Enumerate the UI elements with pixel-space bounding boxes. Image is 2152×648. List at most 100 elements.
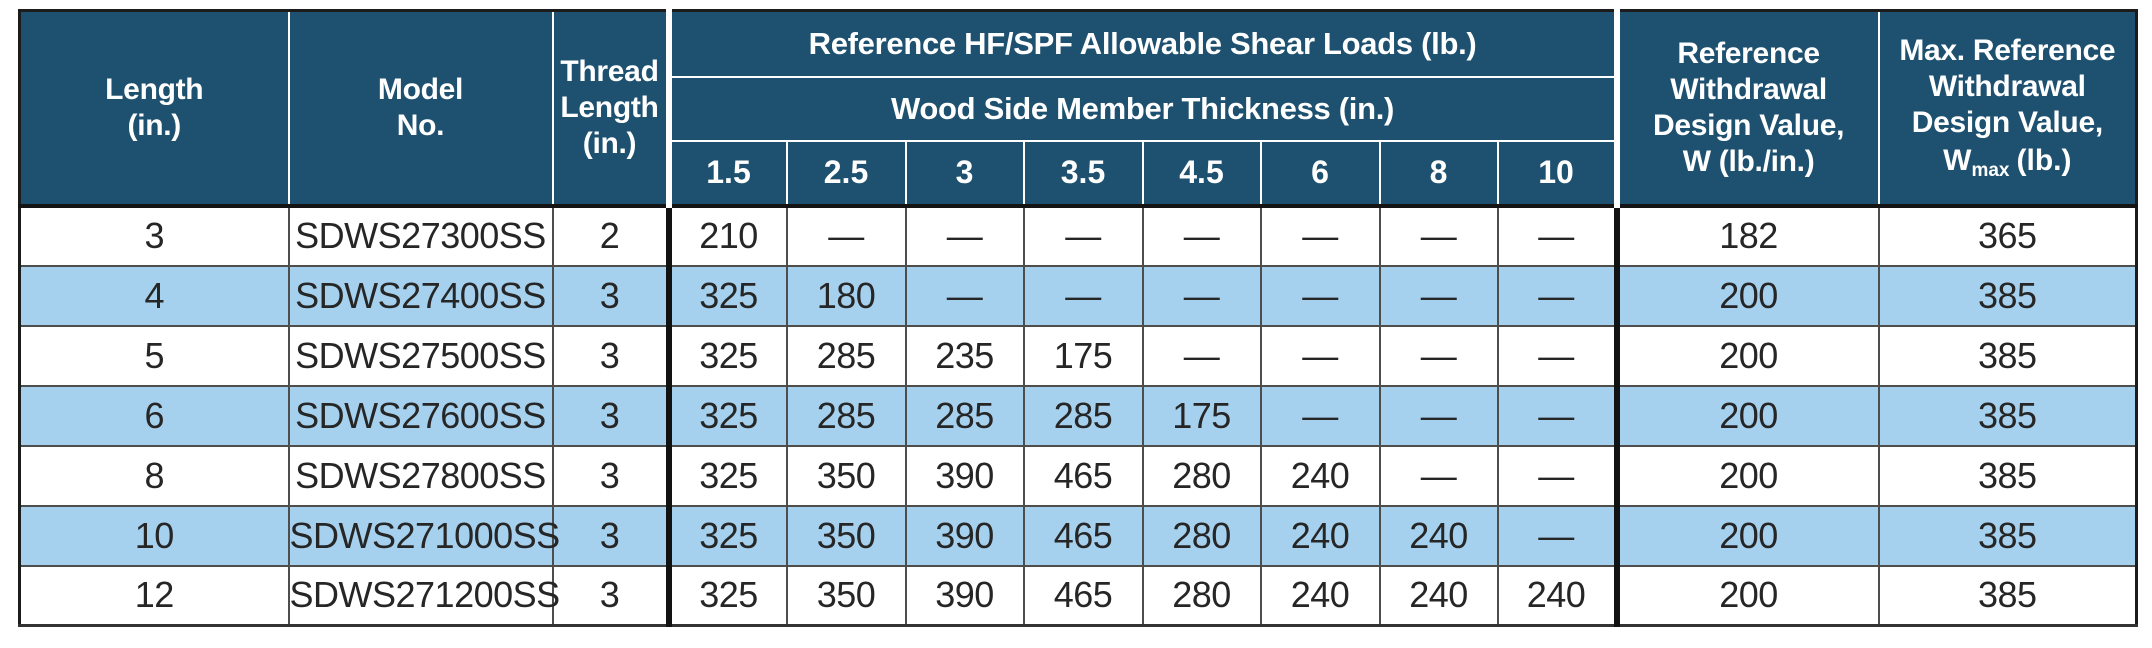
shear-load-cell: —	[1378, 324, 1499, 387]
header-ref-withdrawal: Reference Withdrawal Design Value, W (lb…	[1613, 9, 1880, 207]
shear-load-cell: 285	[785, 384, 907, 447]
shear-load-cell: 325	[665, 384, 788, 447]
withdrawal-value-cell: 200	[1613, 564, 1880, 627]
thread-length-cell: 3	[551, 564, 670, 627]
shear-load-cell: 180	[785, 264, 907, 327]
shear-load-cell: 390	[904, 504, 1025, 567]
shear-load-cell: —	[1496, 264, 1618, 327]
withdrawal-value-cell: 200	[1613, 264, 1880, 327]
header-thickness-value: 3	[904, 139, 1025, 207]
header-thickness-value: 1.5	[665, 139, 788, 207]
shear-load-cell: —	[785, 203, 907, 267]
shear-load-cell: —	[1141, 264, 1262, 327]
max-withdrawal-value-cell: 385	[1877, 504, 2138, 567]
shear-load-cell: 210	[665, 203, 788, 267]
shear-load-cell: 175	[1141, 384, 1262, 447]
shear-load-cell: 465	[1022, 444, 1144, 507]
length-cell: 6	[18, 384, 290, 447]
thread-length-cell: 3	[551, 264, 670, 327]
shear-load-cell: —	[1496, 324, 1618, 387]
shear-load-cell: —	[1022, 203, 1144, 267]
shear-load-cell: 235	[904, 324, 1025, 387]
shear-load-cell: 350	[785, 444, 907, 507]
model-no-cell: SDWS271200SS	[287, 564, 560, 627]
shear-load-cell: —	[1022, 264, 1144, 327]
shear-load-cell: 240	[1259, 504, 1381, 567]
withdrawal-value-cell: 200	[1613, 384, 1880, 447]
shear-load-cell: —	[1259, 203, 1381, 267]
shear-load-cell: —	[1496, 504, 1618, 567]
table-header: Length (in.) Model No. Thread Length (in…	[18, 9, 2138, 207]
model-no-cell: SDWS27600SS	[287, 384, 554, 447]
shear-load-cell: 350	[785, 504, 907, 567]
max-withdrawal-value-cell: 385	[1877, 444, 2138, 507]
withdrawal-value-cell: 200	[1613, 324, 1880, 387]
length-cell: 3	[18, 203, 290, 267]
thread-length-cell: 3	[551, 384, 670, 447]
shear-load-cell: 280	[1141, 444, 1262, 507]
shear-load-cell: —	[1259, 384, 1381, 447]
shear-load-cell: —	[1259, 264, 1381, 327]
withdrawal-value-cell: 182	[1613, 203, 1880, 267]
header-thread-length: Thread Length (in.)	[551, 9, 670, 207]
shear-load-cell: 325	[665, 264, 788, 327]
table-row: 8 SDWS27800SS 3 325 350 390 465 280 240— —200 385	[18, 444, 2138, 507]
shear-load-cell: 390	[904, 564, 1025, 627]
max-withdrawal-value-cell: 385	[1877, 324, 2138, 387]
model-no-cell: SDWS27300SS	[287, 203, 554, 267]
thread-length-cell: 3	[551, 504, 670, 567]
wmax-symbol: W	[1943, 143, 1972, 177]
max-withdrawal-value-cell: 385	[1877, 264, 2138, 327]
shear-load-cell: 175	[1022, 324, 1144, 387]
table-row: 3 SDWS27300SS 2 210— — — — — — —182 365	[18, 203, 2138, 267]
shear-load-cell: —	[1496, 384, 1618, 447]
header-thickness-value: 6	[1259, 139, 1381, 207]
table-row: 6 SDWS27600SS 3 325 285 285 285 175— — —200 385	[18, 384, 2138, 447]
model-no-cell: SDWS27500SS	[287, 324, 554, 387]
withdrawal-value-cell: 200	[1613, 444, 1880, 507]
shear-load-cell: 240	[1259, 444, 1381, 507]
shear-load-cell: —	[1378, 384, 1499, 447]
header-shear-loads-group: Reference HF/SPF Allowable Shear Loads (…	[665, 9, 1618, 78]
max-withdrawal-value-cell: 385	[1877, 564, 2138, 627]
shear-load-cell: 240	[1496, 564, 1618, 627]
length-cell: 8	[18, 444, 290, 507]
header-thread-label: Thread Length (in.)	[560, 54, 659, 160]
shear-load-cell: —	[1496, 444, 1618, 507]
header-thickness-value: 4.5	[1141, 139, 1262, 207]
table-row: 12 SDWS271200SS 3 325 350 390 465 280 240 240 240 2…	[18, 564, 2138, 627]
shear-load-cell: 240	[1378, 504, 1499, 567]
header-max-ref-withdrawal: Max. Reference Withdrawal Design Value, …	[1877, 9, 2138, 207]
shear-load-cell: 280	[1141, 564, 1262, 627]
shear-load-cell: 465	[1022, 564, 1144, 627]
shear-load-cell: 325	[665, 564, 788, 627]
thread-length-cell: 3	[551, 324, 670, 387]
header-thickness-value: 10	[1496, 139, 1618, 207]
shear-load-cell: 240	[1378, 564, 1499, 627]
shear-withdrawal-load-table: Length (in.) Model No. Thread Length (in…	[18, 9, 2139, 627]
shear-load-cell: 465	[1022, 504, 1144, 567]
length-cell: 4	[18, 264, 290, 327]
table-row: 4 SDWS27400SS 3 325 180— — — — — —200 385	[18, 264, 2138, 327]
shear-load-cell: —	[1141, 203, 1262, 267]
shear-load-cell: 285	[904, 384, 1025, 447]
header-model-no: Model No.	[287, 9, 554, 207]
length-cell: 10	[18, 504, 290, 567]
wmax-subscript: max	[1971, 159, 2010, 181]
shear-load-cell: —	[1141, 324, 1262, 387]
wmax-unit: (lb.)	[2016, 143, 2072, 177]
shear-load-cell: 240	[1259, 564, 1381, 627]
model-no-cell: SDWS27400SS	[287, 264, 554, 327]
header-ref-withdrawal-label: Reference Withdrawal Design Value, W (lb…	[1652, 36, 1845, 178]
header-wmax-line: Wmax (lb.)	[1880, 143, 2136, 183]
withdrawal-value-cell: 200	[1613, 504, 1880, 567]
header-model-label: Model No.	[377, 72, 464, 142]
shear-load-cell: 390	[904, 444, 1025, 507]
table-row: 10 SDWS271000SS 3 325 350 390 465 280 240 240—200…	[18, 504, 2138, 567]
shear-load-cell: 285	[1022, 384, 1144, 447]
header-thickness-value: 8	[1378, 139, 1499, 207]
shear-load-cell: 325	[665, 504, 788, 567]
header-thickness-values-row: 1.5 2.5 3 3.5 4.5 6 8 10	[20, 139, 2137, 207]
header-length-label: Length (in.)	[105, 72, 204, 142]
shear-load-cell: —	[1496, 203, 1618, 267]
